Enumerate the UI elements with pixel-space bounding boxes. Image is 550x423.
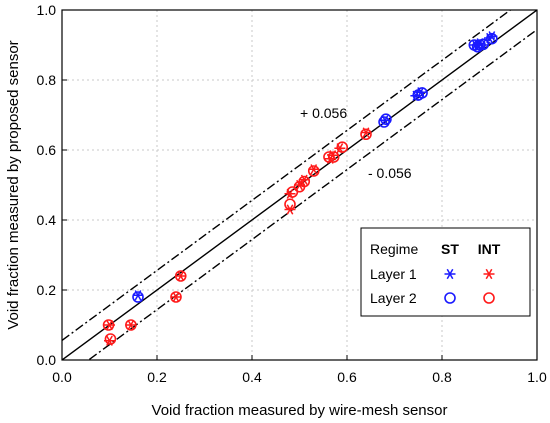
x-tick-label: 0.6 (337, 369, 357, 385)
point-int-layer-1 (170, 291, 182, 303)
point-int-layer-2 (323, 151, 335, 163)
y-tick-label: 0.6 (37, 142, 57, 158)
legend-marker-int-layer1 (483, 268, 495, 280)
y-tick-label: 0.8 (37, 72, 57, 88)
legend-header-st: ST (441, 241, 459, 257)
legend: Regime ST INT Layer 1 Layer 2 (360, 227, 531, 317)
y-tick-label: 0.4 (37, 212, 57, 228)
legend-marker-int-layer2 (483, 292, 495, 304)
upper-bound-line (62, 10, 512, 341)
point-st-layer-2 (471, 40, 484, 53)
point-int-layer-2 (125, 319, 137, 331)
point-st-layer-2 (416, 87, 428, 99)
lower-bound-line (87, 29, 537, 360)
x-tick-label: 0.2 (147, 369, 167, 385)
x-tick-label: 0.4 (242, 369, 262, 385)
legend-asterisk-int (483, 268, 495, 280)
point-st-layer-2 (380, 113, 392, 125)
annotation-upper-bound: + 0.056 (300, 105, 347, 121)
legend-circle-int (483, 292, 495, 304)
legend-header-regime: Regime (370, 241, 418, 257)
point-int-layer-2 (284, 198, 296, 211)
point-int-layer-2 (336, 141, 349, 153)
y-tick-label: 0.2 (37, 282, 57, 298)
plot-frame (61, 9, 538, 361)
point-int-layer-1 (125, 319, 137, 331)
annotation-lower-bound: - 0.056 (368, 165, 412, 181)
x-tick-label: 1.0 (527, 369, 547, 385)
point-st-layer-2 (477, 38, 490, 51)
point-st-layer-2 (486, 32, 498, 45)
point-int-layer-2 (174, 270, 187, 282)
legend-circle-st (444, 292, 456, 304)
point-int-layer-2 (327, 151, 340, 163)
point-int-layer-2 (102, 319, 115, 331)
point-int-layer-1 (175, 270, 187, 282)
point-int-layer-2 (104, 333, 117, 345)
x-tick-label: 0.0 (52, 369, 72, 385)
y-axis-title: Void fraction measured by proposed senso… (5, 40, 22, 329)
legend-marker-st-layer2 (444, 292, 456, 304)
point-int-layer-2 (360, 128, 372, 141)
legend-row-layer1: Layer 1 (370, 266, 417, 282)
legend-asterisk-st (444, 268, 456, 280)
data-points (102, 31, 498, 346)
reference-lines (62, 10, 537, 360)
legend-marker-st-layer1 (444, 268, 456, 280)
point-int-layer-2 (170, 291, 182, 303)
legend-row-layer2: Layer 2 (370, 290, 417, 306)
point-st-layer-2 (378, 116, 390, 128)
point-int-layer-2 (298, 175, 311, 188)
legend-header-int: INT (478, 241, 501, 257)
x-axis-title: Void fraction measured by wire-mesh sens… (152, 402, 448, 419)
point-int-layer-2 (307, 165, 320, 177)
y-tick-label: 1.0 (37, 2, 57, 18)
point-st-layer-2 (132, 291, 144, 303)
y-tick-label: 0.0 (37, 352, 57, 368)
x-tick-label: 0.8 (432, 369, 452, 385)
axis-ticks: 0.0 0.2 0.4 0.6 0.8 1.0 0.0 0.2 0.4 0.6 0.8 1.0 (37, 2, 547, 385)
